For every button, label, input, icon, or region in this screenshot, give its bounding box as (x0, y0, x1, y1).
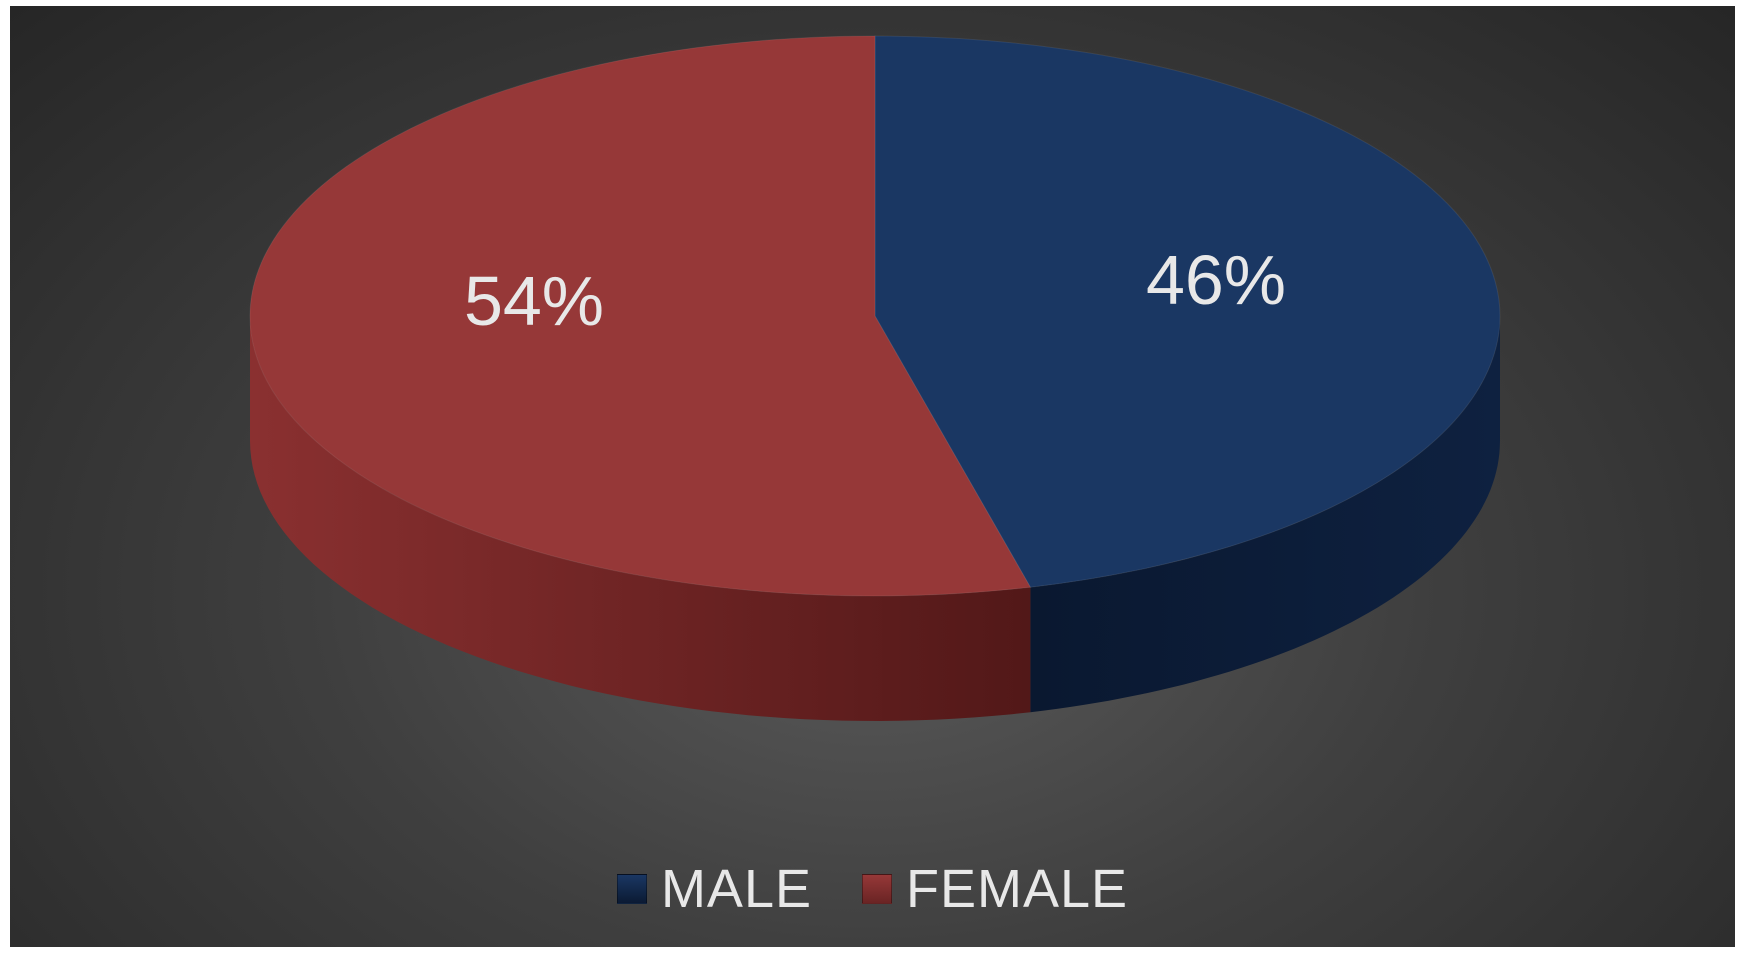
pie-slice-female (249, 35, 1032, 597)
legend-label-male: MALE (660, 859, 812, 919)
pie-side-male (1030, 316, 1500, 713)
pie-slice-male (874, 35, 1501, 588)
legend-swatch-male (616, 874, 647, 904)
pie-side-female (250, 316, 1031, 721)
legend: MALE FEMALE (10, 854, 1735, 924)
legend-label-female: FEMALE (906, 859, 1129, 919)
legend-swatch-female (862, 874, 892, 904)
data-label-male: 46% (1146, 241, 1286, 319)
legend-item-male: MALE (616, 858, 812, 920)
chart-area: 46% 54% MALE FEMALE (10, 6, 1735, 947)
data-label-female: 54% (464, 262, 604, 340)
legend-item-female: FEMALE (862, 858, 1128, 920)
pie-chart: 46% 54% (249, 35, 1501, 721)
